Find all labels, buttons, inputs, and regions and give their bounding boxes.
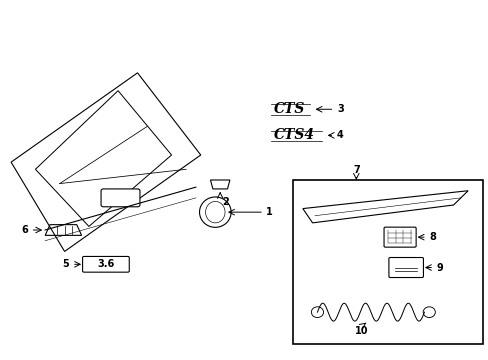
Bar [292, 180, 482, 344]
Text: 4: 4 [336, 130, 343, 140]
Text: 3: 3 [336, 104, 343, 114]
Text: 8: 8 [428, 232, 435, 242]
Text: CTS: CTS [273, 102, 305, 116]
Text: 5: 5 [62, 259, 69, 269]
Text: 7: 7 [352, 165, 359, 175]
FancyBboxPatch shape [82, 256, 129, 272]
Text: 2: 2 [222, 197, 229, 207]
Text: CTS4: CTS4 [273, 129, 314, 142]
Text: 3.6: 3.6 [97, 259, 114, 269]
FancyBboxPatch shape [388, 257, 423, 278]
Text: 6: 6 [21, 225, 28, 235]
Text: 9: 9 [436, 262, 443, 273]
Text: 1: 1 [266, 207, 273, 217]
FancyBboxPatch shape [383, 227, 415, 247]
FancyBboxPatch shape [101, 189, 140, 207]
Text: 10: 10 [354, 327, 367, 337]
